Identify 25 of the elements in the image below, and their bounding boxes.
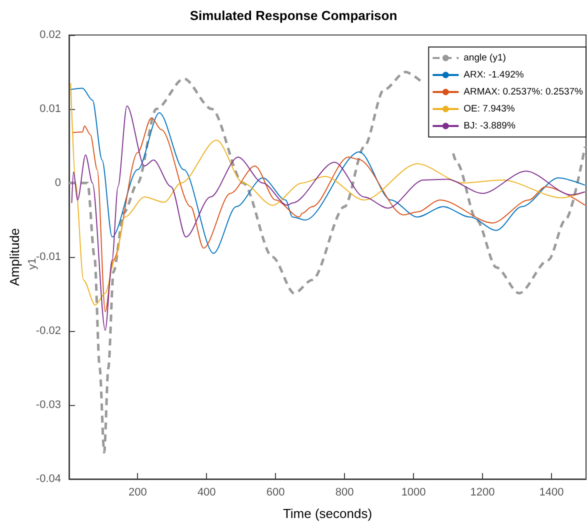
y-tick-label: -0.03 <box>36 399 61 411</box>
legend-label: ARX: -1.492% <box>464 70 524 80</box>
x-tick-label: 200 <box>128 486 147 498</box>
x-tick-label: 1200 <box>470 486 495 498</box>
y-tick-label: -0.04 <box>36 473 61 485</box>
x-axis-title: Time (seconds) <box>282 506 372 521</box>
chart-title: Simulated Response Comparison <box>190 8 398 23</box>
text: y1 <box>26 258 38 270</box>
line-series <box>70 82 586 306</box>
y-tick-label: 0 <box>54 177 61 189</box>
y-axis-title: Amplitude <box>7 228 22 286</box>
y-tick-label: -0.02 <box>36 325 61 337</box>
line-series <box>68 88 586 254</box>
x-tick-label: 600 <box>266 486 285 498</box>
x-tick-label: 800 <box>335 486 354 498</box>
legend-label: angle (y1) <box>464 52 506 64</box>
x-tick-label: 1000 <box>401 486 426 498</box>
y-tick-label: -0.01 <box>36 251 61 263</box>
x-tick-label: 400 <box>197 486 216 498</box>
legend-label: BJ: -3.889% <box>464 120 516 132</box>
x-tick-label: 1400 <box>539 486 564 498</box>
y-tick-label: 0.02 <box>40 29 61 41</box>
legend-label: OE: 7.943% <box>464 104 516 114</box>
y-tick-label: 0.01 <box>40 103 61 115</box>
legend-label: ARMAX: 0.2537%: 0.2537% <box>464 86 584 98</box>
